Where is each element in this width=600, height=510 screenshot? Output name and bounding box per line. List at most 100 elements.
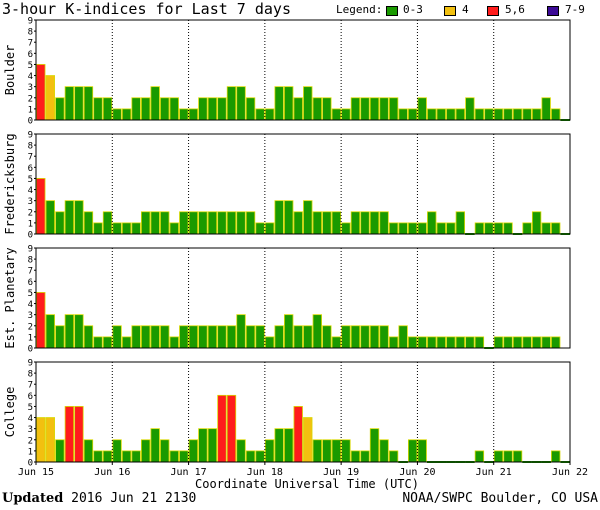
kindex-bar [179,325,189,349]
kindex-bar [341,439,351,463]
x-tick-label: Jun 15 [18,467,54,478]
kindex-bar [64,86,75,121]
kindex-bar [331,439,342,463]
kindex-bar [493,108,504,121]
kindex-bar [93,336,103,349]
kindex-bar [207,325,218,349]
y-tick-label: 0 [28,231,33,241]
kindex-bar [398,108,408,121]
y-tick-label: 6 [28,50,33,60]
kindex-bar [398,325,408,349]
legend-title: Legend: [336,3,383,16]
kindex-bar [322,97,332,121]
kindex-bar [465,336,475,349]
kindex-bar [198,211,208,235]
y-tick-label: 5 [28,175,33,185]
kindex-bar [150,428,160,463]
kindex-bar [493,222,504,235]
kindex-bar [131,97,141,121]
kindex-bar [303,86,313,121]
updated-label: Updated [2,491,64,506]
kindex-bar [379,97,389,121]
kindex-bar [179,211,189,235]
kindex-bar [369,97,380,121]
y-tick-label: 3 [28,197,33,207]
y-tick-label: 1 [28,219,33,229]
kindex-bar [522,336,532,349]
kindex-bar [140,211,151,235]
y-tick-label: 2 [28,94,33,104]
panel-label-est-planetary: Est. Planetary [3,247,17,348]
x-tick-label: Jun 21 [476,467,512,478]
kindex-bar [360,211,370,235]
kindex-bar [169,97,179,121]
kindex-bar [207,428,218,463]
kindex-bar [74,314,84,349]
kindex-bar [503,336,513,349]
kindex-bar [331,211,342,235]
y-tick-label: 3 [28,311,33,321]
panel-frame [35,19,571,121]
kindex-bar [369,325,380,349]
kindex-bar [322,325,332,349]
kindex-bar [131,325,141,349]
y-tick-label: 7 [28,39,33,49]
kindex-bar [36,292,46,349]
kindex-bar [55,211,65,235]
y-tick-label: 9 [28,245,33,255]
kindex-bar [503,108,513,121]
kindex-bar [303,325,313,349]
y-tick-label: 5 [28,61,33,71]
kindex-bar [102,336,113,349]
kindex-bar [245,450,256,463]
kindex-bar [369,211,380,235]
kindex-bar [388,336,399,349]
kindex-bar [121,222,132,235]
kindex-bar [74,200,84,235]
kindex-bar [474,222,485,235]
kindex-bar [264,336,275,349]
kindex-bar [236,439,246,463]
legend-swatch-red [487,6,499,16]
y-tick-label: 6 [28,278,33,288]
kindex-bar [264,439,275,463]
x-axis-label: Coordinate Universal Time (UTC) [195,477,419,491]
kindex-bar [474,336,485,349]
kindex-bar [198,325,208,349]
y-tick-label: 9 [28,131,33,141]
kindex-bar [121,108,132,121]
y-tick-label: 5 [28,403,33,413]
kindex-bar [407,336,418,349]
y-tick-label: 4 [28,72,33,82]
panel-frame [35,133,571,235]
kindex-bar [140,97,151,121]
kindex-bar [284,86,294,121]
panel-label-fredericksburg: Fredericksburg [3,133,17,234]
kindex-bar [140,439,151,463]
y-tick-label: 7 [28,267,33,277]
kindex-bar [312,97,322,121]
y-tick-label: 3 [28,83,33,93]
kindex-bar [188,325,199,349]
y-tick-label: 3 [28,425,33,435]
kindex-bar [446,108,456,121]
kindex-bar [512,108,523,121]
kindex-bar [64,200,75,235]
kindex-bar [446,336,456,349]
kindex-bar [455,336,466,349]
kindex-bar [131,450,141,463]
kindex-bar [112,222,122,235]
kindex-bar [455,211,466,235]
y-tick-label: 8 [28,28,33,38]
kindex-bar [226,86,237,121]
y-tick-label: 5 [28,289,33,299]
kindex-bar [436,222,446,235]
kindex-bar [474,108,485,121]
legend-swatch-green [386,6,398,16]
kindex-bar [36,64,46,121]
y-tick-label: 2 [28,436,33,446]
legend-label-0-3: 0-3 [403,3,423,16]
kindex-bar [512,450,523,463]
kindex-bar [93,450,103,463]
